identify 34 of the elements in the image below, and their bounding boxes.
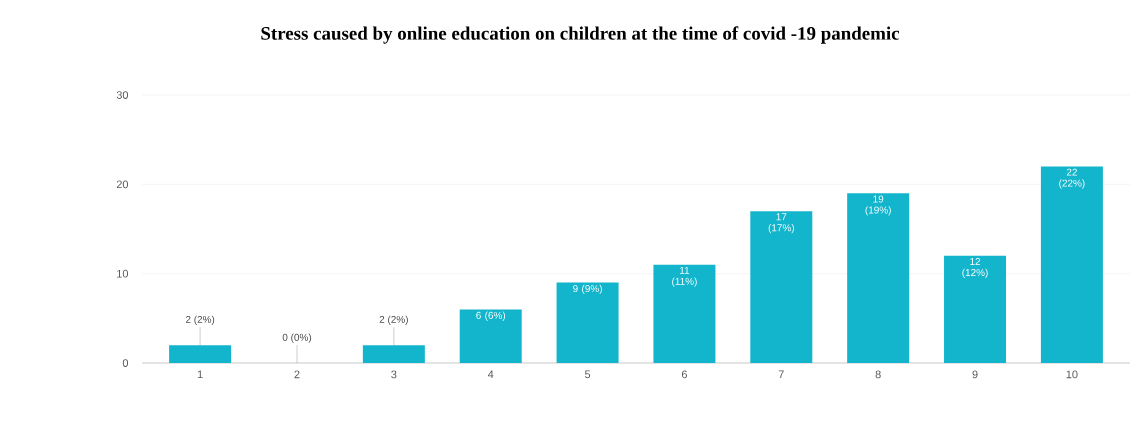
x-tick-label: 1: [197, 370, 203, 379]
x-tick-label: 9: [972, 370, 978, 379]
bar: [653, 264, 716, 363]
x-tick-label: 7: [778, 370, 784, 379]
y-tick-label: 20: [116, 180, 129, 189]
bar: [750, 211, 813, 363]
data-label: 9 (9%): [573, 284, 602, 295]
data-label: 22 (22%): [1059, 168, 1085, 189]
x-tick-label: 3: [391, 370, 397, 379]
y-tick-label: 10: [117, 269, 129, 278]
data-label: 12 (12%): [962, 258, 988, 278]
bar: [1040, 166, 1103, 363]
bar: [847, 193, 910, 363]
y-tick-label: 30: [116, 91, 129, 99]
chart-title: Stress caused by online education on children at the time of covid -19 pandemic: [261, 26, 900, 44]
bar: [556, 282, 619, 363]
x-tick-label: 6: [681, 370, 687, 379]
x-tick-label: 10: [1066, 370, 1078, 379]
bar: [362, 345, 425, 363]
data-label: 6 (6%): [476, 311, 506, 321]
y-tick-label: 0: [122, 359, 129, 367]
x-tick-label: 4: [487, 370, 494, 379]
data-label: 0 (0%): [282, 333, 312, 343]
x-tick-label: 2: [294, 370, 300, 379]
bar: [459, 309, 522, 363]
data-label: 11 (11%): [672, 266, 697, 287]
x-tick-label: 8: [875, 370, 881, 379]
data-label: 2 (2%): [379, 315, 408, 325]
bar: [169, 345, 232, 363]
data-label: 17 (17%): [768, 213, 794, 234]
data-label: 2 (2%): [185, 315, 215, 325]
x-tick-label: 5: [584, 370, 591, 379]
data-label: 19 (19%): [865, 195, 891, 216]
bar: [944, 255, 1007, 363]
